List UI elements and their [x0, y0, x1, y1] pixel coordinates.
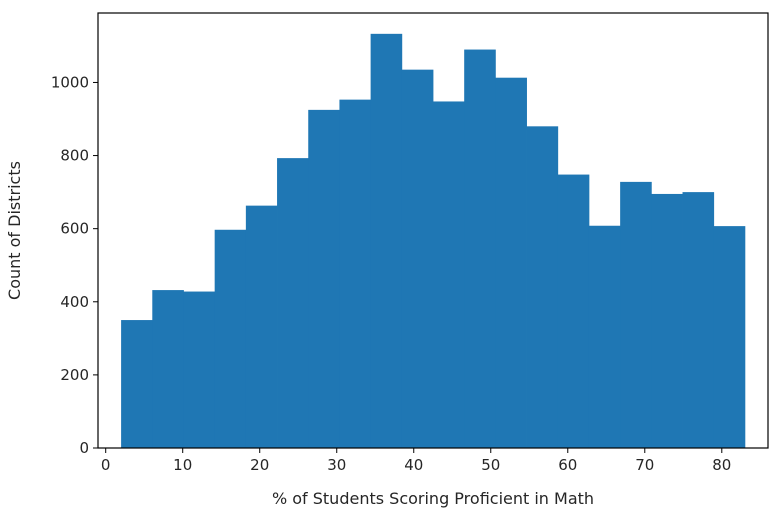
x-tick-label: 40: [404, 456, 423, 474]
x-tick-label: 10: [173, 456, 192, 474]
histogram-bar: [713, 226, 746, 448]
histogram-bar: [557, 174, 590, 449]
x-axis-label: % of Students Scoring Proficient in Math: [272, 489, 594, 508]
histogram-bar: [245, 205, 278, 448]
histogram-bar: [620, 181, 652, 448]
y-axis-label: Count of Districts: [5, 161, 24, 300]
histogram-bar: [121, 320, 153, 448]
histogram-bar: [370, 33, 403, 449]
y-tick-label: 800: [60, 147, 89, 165]
histogram-bar: [433, 101, 465, 448]
histogram-bar: [308, 109, 340, 448]
y-tick-label: 400: [60, 293, 89, 311]
x-tick-label: 20: [250, 456, 269, 474]
histogram-bar: [682, 192, 715, 448]
histogram-bar: [526, 126, 559, 448]
x-tick-label: 60: [558, 456, 577, 474]
histogram-bar: [277, 158, 309, 449]
x-tick-label: 0: [101, 456, 111, 474]
x-tick-label: 30: [327, 456, 346, 474]
y-tick-label: 0: [79, 439, 89, 457]
bars-group: [121, 33, 746, 449]
y-axis-ticks: 0 200 400 600 800 1000: [51, 73, 98, 457]
x-tick-label: 80: [712, 456, 731, 474]
histogram-bar: [401, 69, 434, 448]
histogram-bar: [464, 49, 496, 448]
x-tick-label: 70: [635, 456, 654, 474]
histogram-bar: [588, 225, 621, 448]
x-tick-label: 50: [481, 456, 500, 474]
y-tick-label: 600: [60, 220, 89, 238]
plot-frame: [97, 12, 769, 449]
histogram-bar: [651, 193, 683, 448]
histogram-bar: [339, 99, 372, 448]
histogram-bar: [152, 290, 184, 448]
y-tick-label: 1000: [51, 73, 89, 91]
y-tick-label: 200: [60, 366, 89, 384]
histogram-bar: [214, 229, 247, 448]
x-axis-ticks: 0 10 20 30 40 50 60 70 80: [101, 448, 731, 474]
histogram-bar: [183, 291, 216, 448]
histogram-bar: [495, 77, 527, 448]
